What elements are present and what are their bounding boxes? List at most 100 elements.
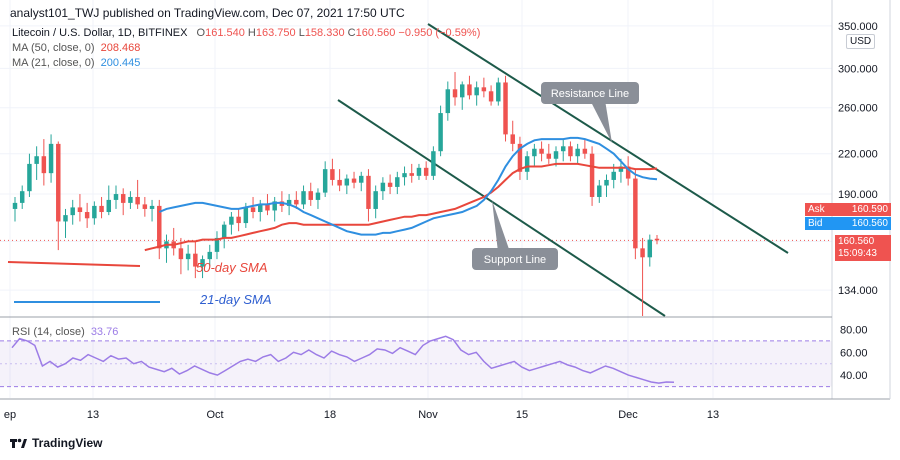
candle-body [409, 173, 414, 176]
candle-body [459, 84, 465, 98]
high-value: 163.750 [255, 27, 296, 39]
support-callout-text: Support Line [484, 254, 546, 266]
candle-body [70, 207, 75, 216]
candle-body [301, 191, 306, 205]
close-value: 160.560 [355, 27, 396, 39]
ma21-label: MA (21, close, 0) [12, 57, 95, 69]
candle-body [178, 248, 184, 260]
last-price-value: 160.560 [838, 236, 875, 247]
sma50-key-line [7, 261, 141, 267]
bid-tag: Bid 160.560 [805, 217, 891, 230]
candle-body [113, 194, 119, 200]
candle-body [380, 182, 386, 192]
candle-body [633, 178, 638, 249]
resistance-callout-box [541, 82, 639, 104]
price-tick-label: 134.000 [838, 285, 878, 297]
candle-body [445, 89, 451, 114]
currency-button[interactable]: USD [846, 34, 876, 49]
candle-body [229, 216, 234, 225]
rsi-band [0, 340, 832, 388]
candle-body [236, 216, 241, 224]
candle-body [265, 204, 270, 211]
candle-body [92, 205, 97, 219]
rsi-tick-label: 80.00 [840, 324, 868, 336]
ask-label: Ask [808, 204, 825, 215]
last-price-tag: 160.560 15:09:43 [835, 235, 891, 261]
candle-body [524, 156, 530, 172]
symbol-name: Litecoin / U.S. Dollar, 1D, BITFINEX [12, 27, 188, 39]
change-value: −0.950 (−0.59%) [398, 27, 481, 39]
candle-body [294, 199, 299, 205]
ask-tag: Ask 160.590 [805, 203, 891, 216]
candle-body [200, 259, 205, 267]
trend-channel [337, 23, 789, 317]
candle-body [157, 205, 162, 249]
candle-body [373, 191, 378, 209]
low-value: 158.330 [304, 27, 345, 39]
candle-body [351, 178, 357, 183]
candle-body [337, 179, 342, 186]
candle-body [467, 84, 472, 96]
candle-body [34, 156, 39, 164]
bar-countdown: 15:09:43 [838, 248, 877, 259]
candle-body [647, 239, 653, 258]
candle-body [185, 253, 191, 260]
rsi-legend: RSI (14, close) 33.76 [12, 326, 118, 338]
candle-body [532, 148, 537, 157]
sma21-label: 21-day SMA [199, 292, 272, 307]
ma21-line [158, 136, 658, 236]
candle-body [452, 89, 458, 98]
tradingview-logo-icon [10, 437, 28, 449]
time-tick-label: ep [4, 409, 16, 421]
candle-body [286, 199, 292, 206]
candle-body [640, 248, 645, 258]
candle-body [120, 194, 126, 203]
resistance-callout-text: Resistance Line [551, 88, 629, 100]
candle-body [539, 148, 544, 154]
candle-body [582, 148, 588, 154]
low-label: L [298, 27, 305, 39]
candle-body [553, 151, 559, 159]
tradingview-footer[interactable]: TradingView [10, 436, 102, 450]
support-line [337, 99, 666, 317]
candle-body [517, 143, 523, 172]
ma50-label: MA (50, close, 0) [12, 42, 95, 54]
candle-body [366, 175, 371, 209]
time-tick-label: 13 [87, 409, 99, 421]
bid-value: 160.560 [851, 218, 888, 229]
annotations: Resistance Line Support Line 50-day SMA 21-… [7, 82, 639, 307]
candle-body [423, 167, 429, 176]
candle-body [77, 207, 83, 213]
candle-body [625, 166, 631, 179]
candle-body [575, 148, 580, 157]
time-tick-label: 15 [516, 409, 528, 421]
support-callout-box [472, 248, 558, 270]
rsi-label: RSI (14, close) [12, 326, 85, 338]
candle-body [510, 134, 515, 144]
candle-body [315, 192, 321, 200]
time-tick-label: 13 [707, 409, 719, 421]
candle-body [99, 205, 104, 213]
candle-body [438, 113, 443, 152]
ma50-legend: MA (50, close, 0) 208.468 [12, 42, 140, 54]
candle-body [488, 91, 494, 102]
candle-body [106, 199, 112, 213]
candles [12, 72, 660, 316]
rsi-line [11, 335, 675, 384]
open-value: 161.540 [205, 27, 245, 39]
candle-body [496, 82, 501, 102]
symbol-legend: Litecoin / U.S. Dollar, 1D, BITFINEX O16… [12, 27, 480, 39]
ma21-legend: MA (21, close, 0) 200.445 [12, 57, 140, 69]
candle-body [135, 196, 140, 205]
candle-body [142, 204, 148, 209]
candle-body [27, 163, 32, 192]
candle-body [474, 87, 479, 96]
time-tick-label: Oct [206, 409, 223, 421]
candle-body [344, 178, 350, 186]
candle-body [387, 182, 393, 187]
sma50-label: 50-day SMA [196, 260, 268, 275]
candle-body [48, 143, 54, 174]
published-line: analyst101_TWJ published on TradingView.… [10, 6, 405, 20]
candle-body [589, 153, 595, 197]
moving-averages [144, 136, 658, 252]
